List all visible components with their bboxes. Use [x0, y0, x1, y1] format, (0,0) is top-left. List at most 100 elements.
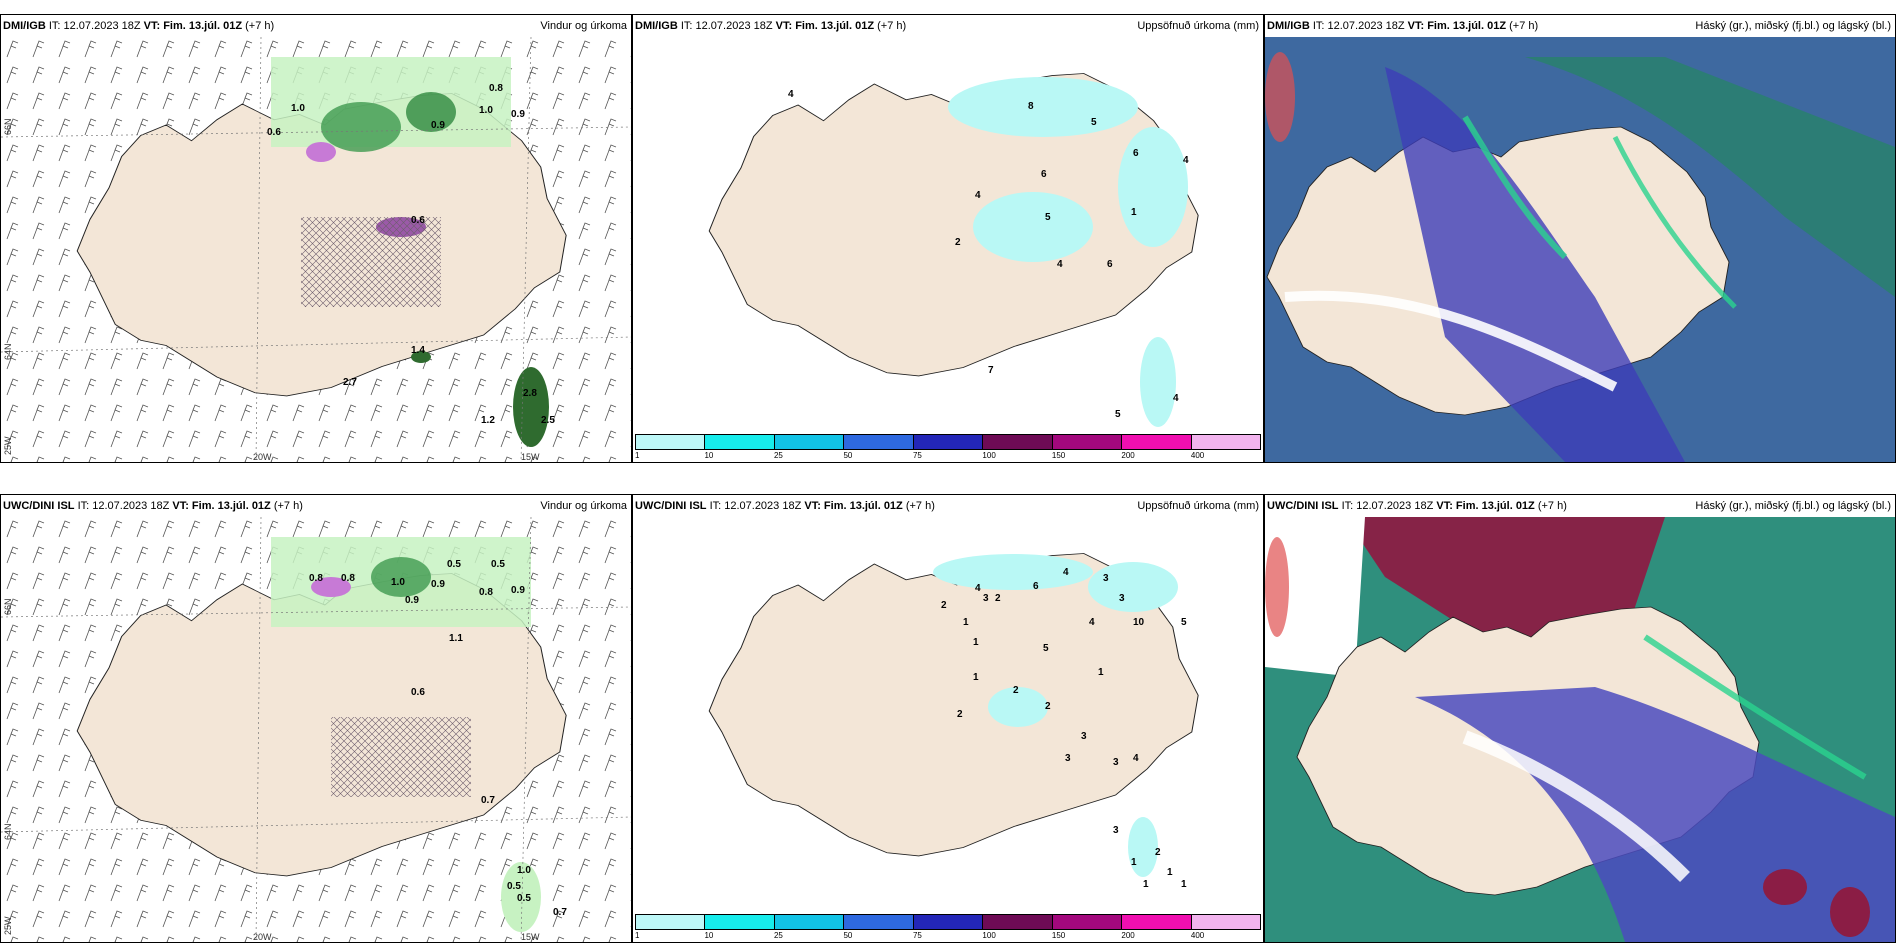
legend-swatch — [844, 915, 914, 929]
precip-value: 10 — [1133, 617, 1145, 628]
legend-swatch — [844, 435, 914, 449]
precip-value: 4 — [1063, 567, 1069, 578]
legend-tick: 200 — [1121, 451, 1135, 460]
legend-swatch — [1191, 915, 1260, 929]
legend-swatch — [636, 915, 706, 929]
legend-ticks: 1 10 25 50 75 100 150 200 400 — [635, 451, 1261, 462]
wind-value: 0.8 — [479, 587, 493, 598]
precip-value: 3 — [1113, 757, 1119, 768]
precip-value: 6 — [1033, 581, 1039, 592]
model-name: DMI/IGB — [635, 20, 678, 32]
panel-title: Uppsöfnuð úrkoma (mm) — [1137, 20, 1259, 32]
precip-value: 5 — [1091, 117, 1097, 128]
precip-value: 4 — [975, 583, 981, 594]
valid-time: VT: Fim. 13.júl. 01Z — [1407, 20, 1507, 32]
wind-value: 1.1 — [449, 633, 463, 644]
panel-header: DMI/IGB IT: 12.07.2023 18Z VT: Fim. 13.j… — [1, 15, 631, 37]
legend-tick: 150 — [1051, 931, 1066, 940]
lead-time: (+7 h) — [1537, 500, 1567, 512]
wind-value: 0.6 — [411, 687, 425, 698]
panel-title: Uppsöfnuð úrkoma (mm) — [1137, 500, 1259, 512]
legend-tick: 75 — [912, 451, 922, 460]
legend-swatch — [774, 915, 845, 929]
legend-tick: 400 — [1190, 931, 1205, 940]
precip-value: 6 — [1107, 259, 1113, 270]
legend-ticks: 1 10 25 50 75 100 150 200 400 — [635, 931, 1261, 942]
panel-top-wind: DMI/IGB IT: 12.07.2023 18Z VT: Fim. 13.j… — [0, 14, 632, 463]
precip-legend: 1 10 25 50 75 100 150 200 400 — [633, 912, 1263, 942]
valid-time: VT: Fim. 13.júl. 01Z — [172, 500, 271, 512]
lat-label-66: 66N — [3, 598, 13, 615]
legend-swatch — [1122, 435, 1192, 449]
panel-title: Vindur og úrkoma — [540, 20, 627, 32]
legend-swatch — [1122, 915, 1192, 929]
precip-value: 2 — [995, 593, 1001, 604]
cloud-map — [1265, 37, 1895, 462]
precip-value: 8 — [1028, 101, 1034, 112]
panel-top-precip: DMI/IGB IT: 12.07.2023 18Z VT: Fim. 13.j… — [632, 14, 1264, 463]
legend-tick: 100 — [982, 931, 996, 940]
wind-value: 0.6 — [411, 215, 425, 226]
wind-value: 0.6 — [267, 127, 281, 138]
valid-time: VT: Fim. 13.júl. 01Z — [804, 500, 903, 512]
legend-swatch — [1052, 915, 1123, 929]
model-name: UWC/DINI ISL — [1267, 500, 1339, 512]
legend-swatch — [636, 435, 706, 449]
precip-value: 2 — [1045, 701, 1051, 712]
panel-title: Háský (gr.), miðský (fj.bl.) og lágský (… — [1695, 20, 1891, 32]
legend-tick: 50 — [843, 451, 853, 460]
precip-value: 3 — [1081, 731, 1087, 742]
legend-swatch — [1052, 435, 1123, 449]
legend-swatch — [983, 435, 1053, 449]
precip-value: 2 — [941, 600, 947, 611]
wind-value: 0.5 — [491, 559, 505, 570]
legend-tick: 150 — [1051, 451, 1066, 460]
model-name: DMI/IGB — [1267, 20, 1310, 32]
model-name: UWC/DINI ISL — [635, 500, 707, 512]
lat-label-64: 64N — [3, 823, 13, 840]
panel-header: UWC/DINI ISL IT: 12.07.2023 18Z VT: Fim.… — [1, 495, 631, 517]
precip-value: 3 — [1065, 753, 1071, 764]
lon-label-20: 20W — [253, 932, 272, 942]
precip-value: 3 — [983, 593, 989, 604]
precip-value: 2 — [1013, 685, 1019, 696]
wind-map — [1, 517, 631, 942]
legend-swatch — [913, 435, 984, 449]
panel-header: DMI/IGB IT: 12.07.2023 18Z VT: Fim. 13.j… — [1265, 15, 1895, 37]
precip-value: 1 — [1131, 207, 1137, 218]
lon-label-20: 20W — [253, 452, 272, 462]
cloud-map — [1265, 517, 1895, 942]
legend-tick: 75 — [912, 931, 922, 940]
wind-value: 0.5 — [447, 559, 461, 570]
precip-map — [633, 517, 1263, 912]
legend-tick: 1 — [635, 451, 640, 460]
legend-swatch — [913, 915, 984, 929]
precip-value: 4 — [1173, 393, 1179, 404]
legend-tick: 100 — [982, 451, 996, 460]
wind-value: 0.7 — [481, 795, 495, 806]
lead-time: (+7 h) — [1509, 20, 1539, 32]
lead-time: (+7 h) — [245, 20, 275, 32]
precip-value: 4 — [1133, 753, 1139, 764]
legend-colorbar — [635, 914, 1261, 930]
lon-label-25: 25W — [3, 916, 13, 935]
panel-header: UWC/DINI ISL IT: 12.07.2023 18Z VT: Fim.… — [1265, 495, 1895, 517]
panel-bottom-precip: UWC/DINI ISL IT: 12.07.2023 18Z VT: Fim.… — [632, 494, 1264, 943]
precip-value: 2 — [957, 709, 963, 720]
init-time: IT: 12.07.2023 18Z — [709, 500, 802, 512]
precip-value: 4 — [1057, 259, 1063, 270]
valid-time: VT: Fim. 13.júl. 01Z — [775, 20, 875, 32]
lon-label-25: 25W — [3, 436, 13, 455]
precip-value: 5 — [1045, 212, 1051, 223]
valid-time: VT: Fim. 13.júl. 01Z — [143, 20, 243, 32]
lead-time: (+7 h) — [905, 500, 935, 512]
precip-value: 5 — [1115, 409, 1121, 420]
panel-header: DMI/IGB IT: 12.07.2023 18Z VT: Fim. 13.j… — [633, 15, 1263, 37]
precip-value: 5 — [1043, 643, 1049, 654]
wind-value: 1.0 — [479, 105, 493, 116]
init-time: IT: 12.07.2023 18Z — [680, 20, 773, 32]
precip-value: 7 — [988, 365, 994, 376]
legend-tick: 400 — [1190, 451, 1205, 460]
legend-tick: 10 — [704, 931, 714, 940]
wind-value: 0.9 — [431, 120, 445, 131]
